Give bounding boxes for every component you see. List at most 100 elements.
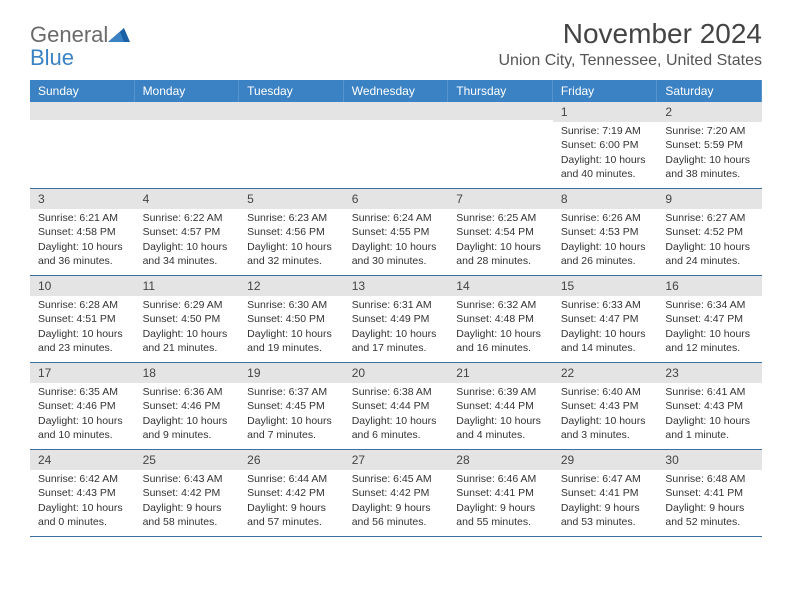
sunset-text: Sunset: 4:52 PM [665, 225, 754, 239]
day-cell: 28Sunrise: 6:46 AMSunset: 4:41 PMDayligh… [448, 450, 553, 536]
day-number: 7 [448, 189, 553, 209]
day-number: 2 [657, 102, 762, 122]
day-body: Sunrise: 6:43 AMSunset: 4:42 PMDaylight:… [135, 470, 240, 535]
day-body: Sunrise: 6:40 AMSunset: 4:43 PMDaylight:… [553, 383, 658, 448]
day-cell: 9Sunrise: 6:27 AMSunset: 4:52 PMDaylight… [657, 189, 762, 275]
day-number: 20 [344, 363, 449, 383]
daylight-text: Daylight: 10 hours and 4 minutes. [456, 414, 545, 442]
daylight-text: Daylight: 10 hours and 7 minutes. [247, 414, 336, 442]
daylight-text: Daylight: 9 hours and 52 minutes. [665, 501, 754, 529]
day-cell: 5Sunrise: 6:23 AMSunset: 4:56 PMDaylight… [239, 189, 344, 275]
sunset-text: Sunset: 4:47 PM [665, 312, 754, 326]
daylight-text: Daylight: 10 hours and 6 minutes. [352, 414, 441, 442]
sunrise-text: Sunrise: 6:27 AM [665, 211, 754, 225]
sunset-text: Sunset: 4:41 PM [456, 486, 545, 500]
daylight-text: Daylight: 10 hours and 40 minutes. [561, 153, 650, 181]
sunrise-text: Sunrise: 6:30 AM [247, 298, 336, 312]
daylight-text: Daylight: 10 hours and 21 minutes. [143, 327, 232, 355]
day-number: 17 [30, 363, 135, 383]
day-body: Sunrise: 6:46 AMSunset: 4:41 PMDaylight:… [448, 470, 553, 535]
sunset-text: Sunset: 4:46 PM [143, 399, 232, 413]
sunset-text: Sunset: 4:44 PM [456, 399, 545, 413]
sunrise-text: Sunrise: 6:29 AM [143, 298, 232, 312]
sunrise-text: Sunrise: 6:28 AM [38, 298, 127, 312]
sunset-text: Sunset: 4:43 PM [561, 399, 650, 413]
logo-word1: General [30, 22, 108, 47]
daylight-text: Daylight: 10 hours and 26 minutes. [561, 240, 650, 268]
sunrise-text: Sunrise: 6:26 AM [561, 211, 650, 225]
sunset-text: Sunset: 4:50 PM [247, 312, 336, 326]
day-body: Sunrise: 7:20 AMSunset: 5:59 PMDaylight:… [657, 122, 762, 187]
daylight-text: Daylight: 10 hours and 24 minutes. [665, 240, 754, 268]
day-number: 16 [657, 276, 762, 296]
day-number [30, 102, 135, 120]
day-body: Sunrise: 6:42 AMSunset: 4:43 PMDaylight:… [30, 470, 135, 535]
day-number: 23 [657, 363, 762, 383]
day-number: 22 [553, 363, 658, 383]
day-cell [239, 102, 344, 188]
day-number: 21 [448, 363, 553, 383]
sunrise-text: Sunrise: 6:37 AM [247, 385, 336, 399]
sunrise-text: Sunrise: 6:25 AM [456, 211, 545, 225]
day-number: 18 [135, 363, 240, 383]
daylight-text: Daylight: 10 hours and 36 minutes. [38, 240, 127, 268]
day-body [30, 120, 135, 180]
day-number: 15 [553, 276, 658, 296]
day-number: 10 [30, 276, 135, 296]
daylight-text: Daylight: 10 hours and 23 minutes. [38, 327, 127, 355]
day-cell [30, 102, 135, 188]
week-row: 3Sunrise: 6:21 AMSunset: 4:58 PMDaylight… [30, 189, 762, 276]
day-number: 8 [553, 189, 658, 209]
day-body: Sunrise: 7:19 AMSunset: 6:00 PMDaylight:… [553, 122, 658, 187]
day-cell: 1Sunrise: 7:19 AMSunset: 6:00 PMDaylight… [553, 102, 658, 188]
day-body: Sunrise: 6:41 AMSunset: 4:43 PMDaylight:… [657, 383, 762, 448]
daylight-text: Daylight: 9 hours and 58 minutes. [143, 501, 232, 529]
sunset-text: Sunset: 4:42 PM [352, 486, 441, 500]
day-body: Sunrise: 6:31 AMSunset: 4:49 PMDaylight:… [344, 296, 449, 361]
header: General Blue November 2024 Union City, T… [30, 18, 762, 70]
day-cell: 22Sunrise: 6:40 AMSunset: 4:43 PMDayligh… [553, 363, 658, 449]
day-number: 27 [344, 450, 449, 470]
title-block: November 2024 Union City, Tennessee, Uni… [498, 18, 762, 70]
day-number: 3 [30, 189, 135, 209]
sunset-text: Sunset: 4:46 PM [38, 399, 127, 413]
week-row: 24Sunrise: 6:42 AMSunset: 4:43 PMDayligh… [30, 450, 762, 537]
sunset-text: Sunset: 4:54 PM [456, 225, 545, 239]
day-number: 30 [657, 450, 762, 470]
weeks-container: 1Sunrise: 7:19 AMSunset: 6:00 PMDaylight… [30, 102, 762, 537]
day-cell: 13Sunrise: 6:31 AMSunset: 4:49 PMDayligh… [344, 276, 449, 362]
sunset-text: Sunset: 6:00 PM [561, 138, 650, 152]
day-body: Sunrise: 6:45 AMSunset: 4:42 PMDaylight:… [344, 470, 449, 535]
daylight-text: Daylight: 10 hours and 12 minutes. [665, 327, 754, 355]
daylight-text: Daylight: 10 hours and 16 minutes. [456, 327, 545, 355]
day-body: Sunrise: 6:29 AMSunset: 4:50 PMDaylight:… [135, 296, 240, 361]
day-body: Sunrise: 6:22 AMSunset: 4:57 PMDaylight:… [135, 209, 240, 274]
dow-header: Sunday Monday Tuesday Wednesday Thursday… [30, 80, 762, 102]
week-row: 10Sunrise: 6:28 AMSunset: 4:51 PMDayligh… [30, 276, 762, 363]
location-label: Union City, Tennessee, United States [498, 52, 762, 70]
day-cell: 4Sunrise: 6:22 AMSunset: 4:57 PMDaylight… [135, 189, 240, 275]
sunrise-text: Sunrise: 6:42 AM [38, 472, 127, 486]
calendar: Sunday Monday Tuesday Wednesday Thursday… [30, 80, 762, 537]
sunrise-text: Sunrise: 6:48 AM [665, 472, 754, 486]
daylight-text: Daylight: 10 hours and 0 minutes. [38, 501, 127, 529]
sunrise-text: Sunrise: 6:36 AM [143, 385, 232, 399]
day-body: Sunrise: 6:37 AMSunset: 4:45 PMDaylight:… [239, 383, 344, 448]
day-cell: 16Sunrise: 6:34 AMSunset: 4:47 PMDayligh… [657, 276, 762, 362]
sunrise-text: Sunrise: 6:40 AM [561, 385, 650, 399]
sunrise-text: Sunrise: 6:39 AM [456, 385, 545, 399]
sunset-text: Sunset: 4:43 PM [665, 399, 754, 413]
week-row: 17Sunrise: 6:35 AMSunset: 4:46 PMDayligh… [30, 363, 762, 450]
day-number: 5 [239, 189, 344, 209]
day-number: 29 [553, 450, 658, 470]
daylight-text: Daylight: 9 hours and 57 minutes. [247, 501, 336, 529]
daylight-text: Daylight: 10 hours and 19 minutes. [247, 327, 336, 355]
sunrise-text: Sunrise: 6:31 AM [352, 298, 441, 312]
day-cell: 24Sunrise: 6:42 AMSunset: 4:43 PMDayligh… [30, 450, 135, 536]
day-body [448, 120, 553, 180]
day-cell: 17Sunrise: 6:35 AMSunset: 4:46 PMDayligh… [30, 363, 135, 449]
day-body: Sunrise: 6:36 AMSunset: 4:46 PMDaylight:… [135, 383, 240, 448]
daylight-text: Daylight: 9 hours and 56 minutes. [352, 501, 441, 529]
day-body: Sunrise: 6:38 AMSunset: 4:44 PMDaylight:… [344, 383, 449, 448]
day-number: 19 [239, 363, 344, 383]
